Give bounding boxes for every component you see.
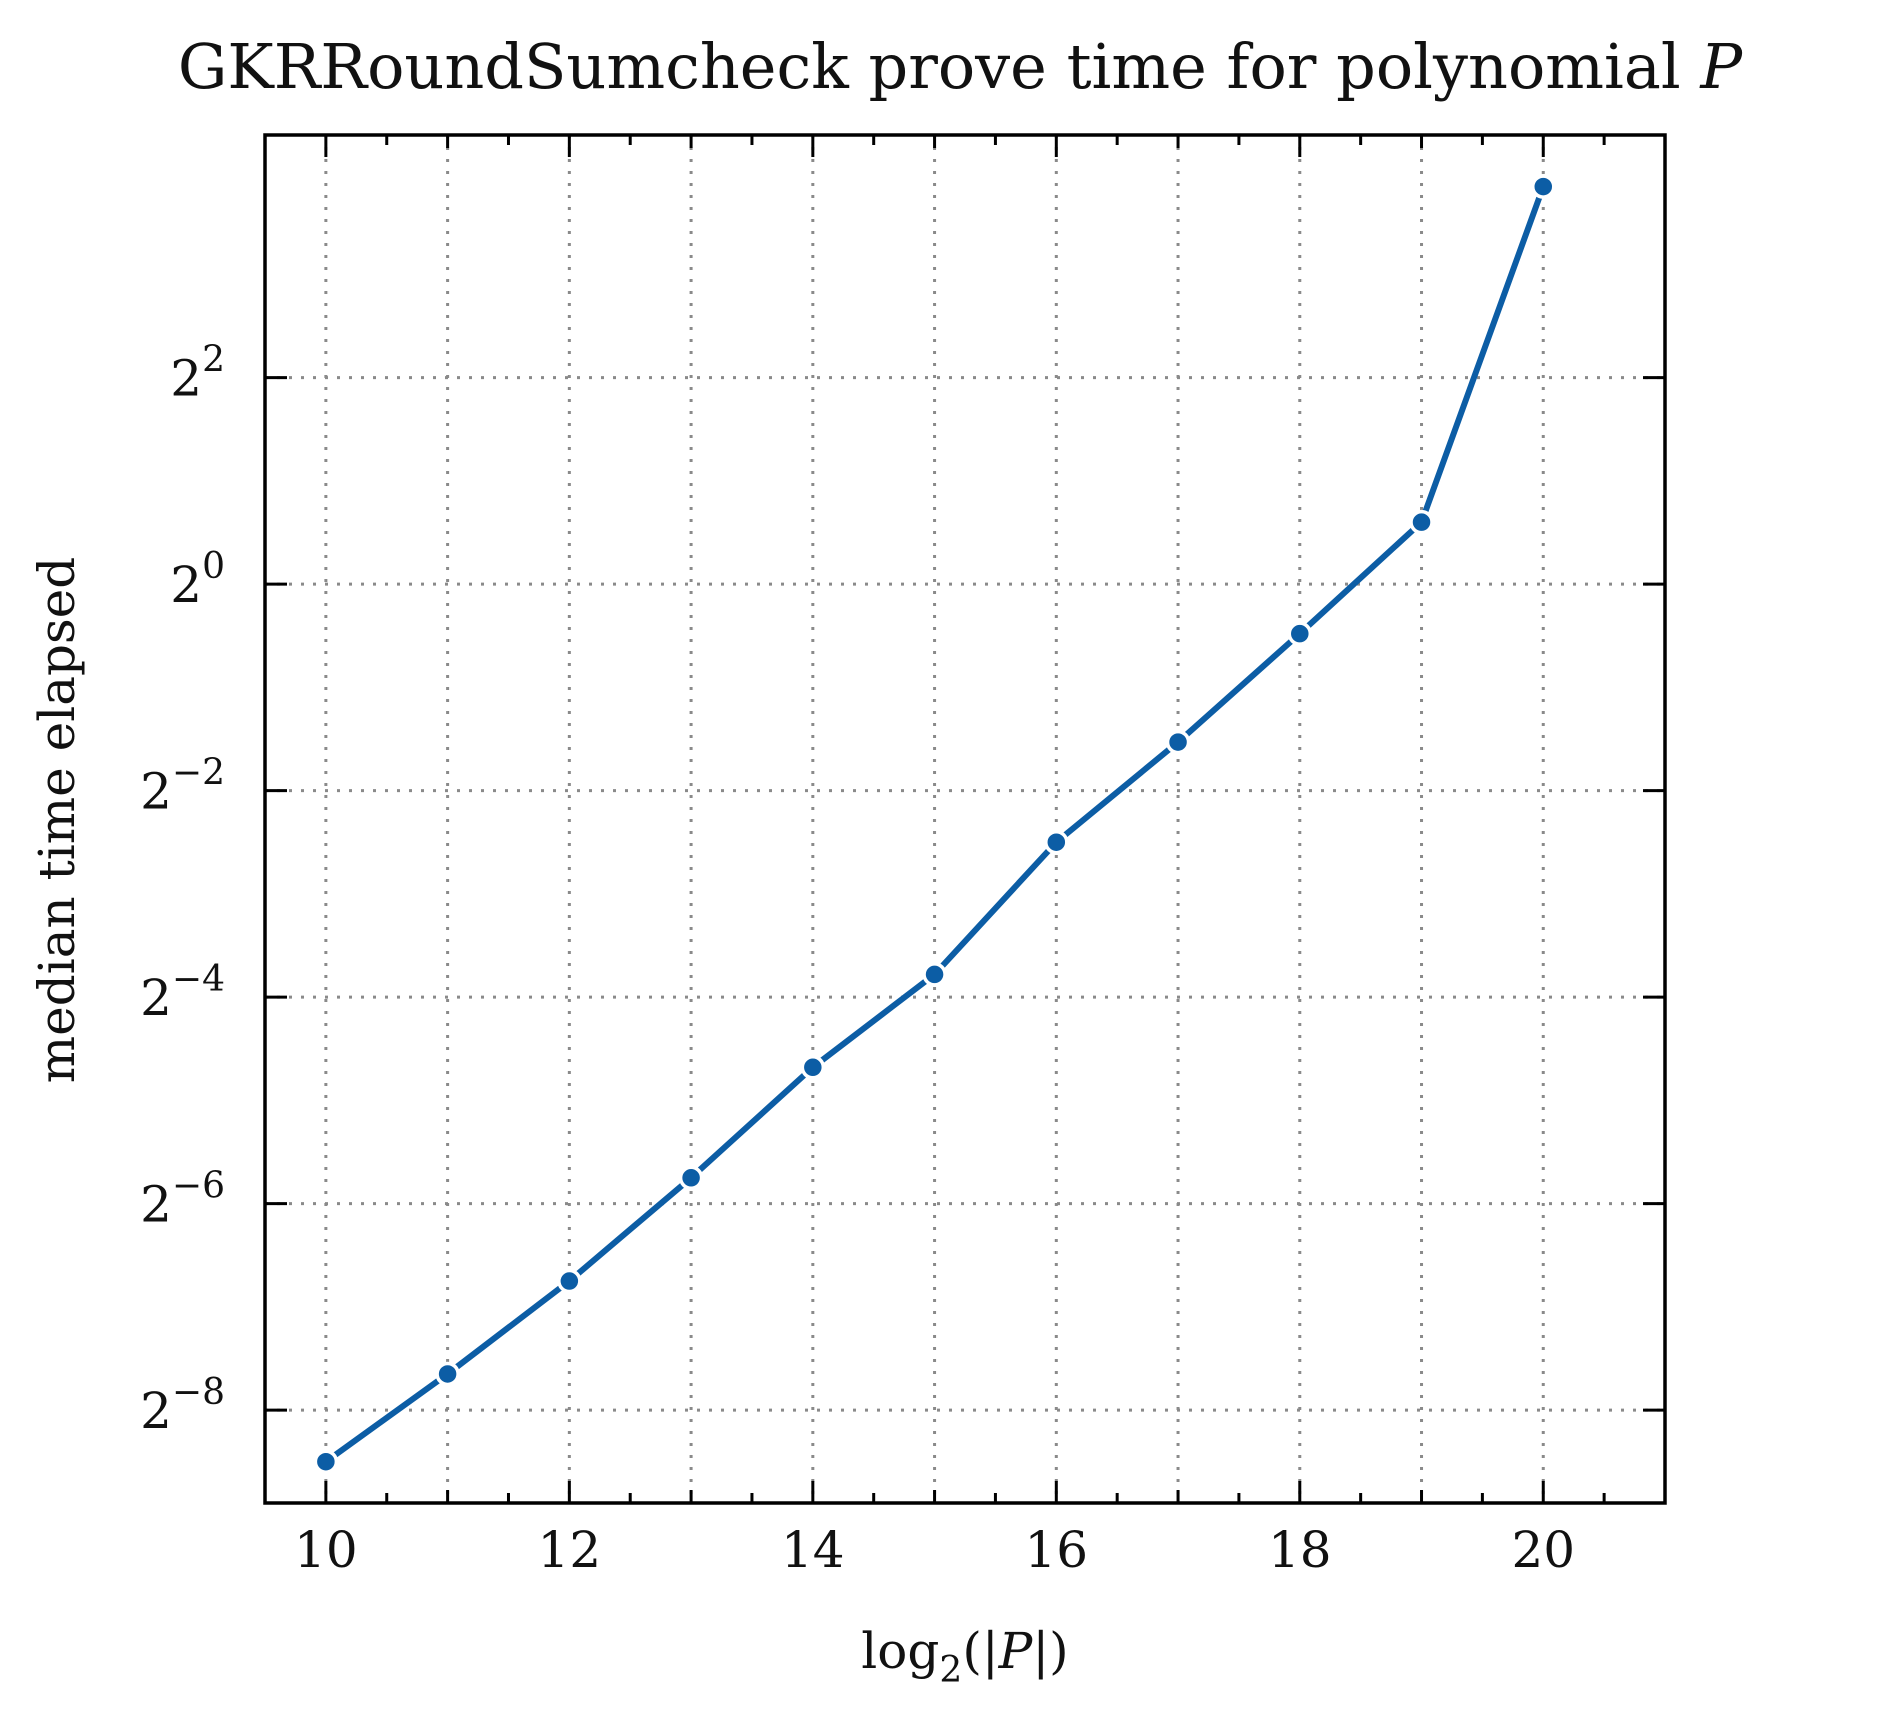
y-tick-label: 20 [170, 546, 225, 614]
axis-ticks [265, 135, 1665, 1503]
grid [265, 135, 1667, 1503]
y-tick-label: 2−4 [140, 959, 225, 1027]
plot-frame [263, 133, 1667, 1505]
y-tick-label-exponent: −8 [172, 1372, 225, 1413]
x-tick-label: 18 [1268, 1521, 1332, 1579]
y-tick-label-base: 2 [140, 969, 172, 1027]
x-tick-label: 12 [538, 1521, 602, 1579]
data-point [1531, 174, 1556, 199]
x-tick-labels: 10 12 14 16 18 20 [294, 1521, 1575, 1579]
x-tick-label: 10 [294, 1521, 358, 1579]
y-tick-label: 22 [170, 340, 225, 408]
y-tick-label-exponent: −4 [172, 959, 225, 1000]
data-point [313, 1449, 339, 1474]
data-point [1165, 729, 1191, 755]
y-tick-label-base: 2 [140, 763, 172, 821]
x-tick-label: 16 [1024, 1521, 1088, 1579]
y-tick-label-exponent: 2 [202, 340, 225, 381]
y-tick-label-exponent: 0 [202, 546, 225, 587]
x-axis-label: log2(|P|) [861, 1622, 1068, 1691]
x-tick-label: 14 [781, 1521, 845, 1579]
y-tick-label-base: 2 [140, 1176, 172, 1234]
data-point [435, 1361, 460, 1387]
data-point [1409, 509, 1434, 535]
y-tick-label: 2−2 [140, 753, 225, 821]
y-tick-label: 2−8 [140, 1372, 225, 1440]
x-tick-label: 20 [1511, 1521, 1575, 1579]
data-point [1044, 829, 1069, 855]
data-point [922, 962, 947, 987]
y-tick-label: 2−6 [140, 1166, 225, 1234]
y-tick-label-exponent: −2 [172, 753, 225, 794]
y-axis-label: median time elapsed [28, 557, 86, 1084]
x-axis-label-open: (| [962, 1622, 998, 1680]
chart-title-variable: P [1699, 30, 1743, 103]
data-point [557, 1268, 582, 1294]
y-tick-label-base: 2 [140, 1382, 172, 1440]
series-points [313, 174, 1556, 1474]
x-axis-label-log: log [861, 1622, 939, 1680]
y-tick-label-base: 2 [170, 556, 202, 614]
x-axis-label-base: 2 [939, 1650, 962, 1691]
chart-title-text: GKRRoundSumcheck prove time for polynomi… [178, 30, 1701, 103]
data-point [678, 1165, 704, 1191]
chart-title: GKRRoundSumcheck prove time for polynomi… [178, 30, 1744, 103]
x-axis-label-variable: P [998, 1622, 1034, 1680]
x-axis-label-close: |) [1032, 1622, 1068, 1680]
y-tick-label-base: 2 [170, 350, 202, 408]
data-point [1287, 621, 1313, 646]
data-point [800, 1055, 826, 1080]
y-tick-label-exponent: −6 [172, 1166, 225, 1207]
